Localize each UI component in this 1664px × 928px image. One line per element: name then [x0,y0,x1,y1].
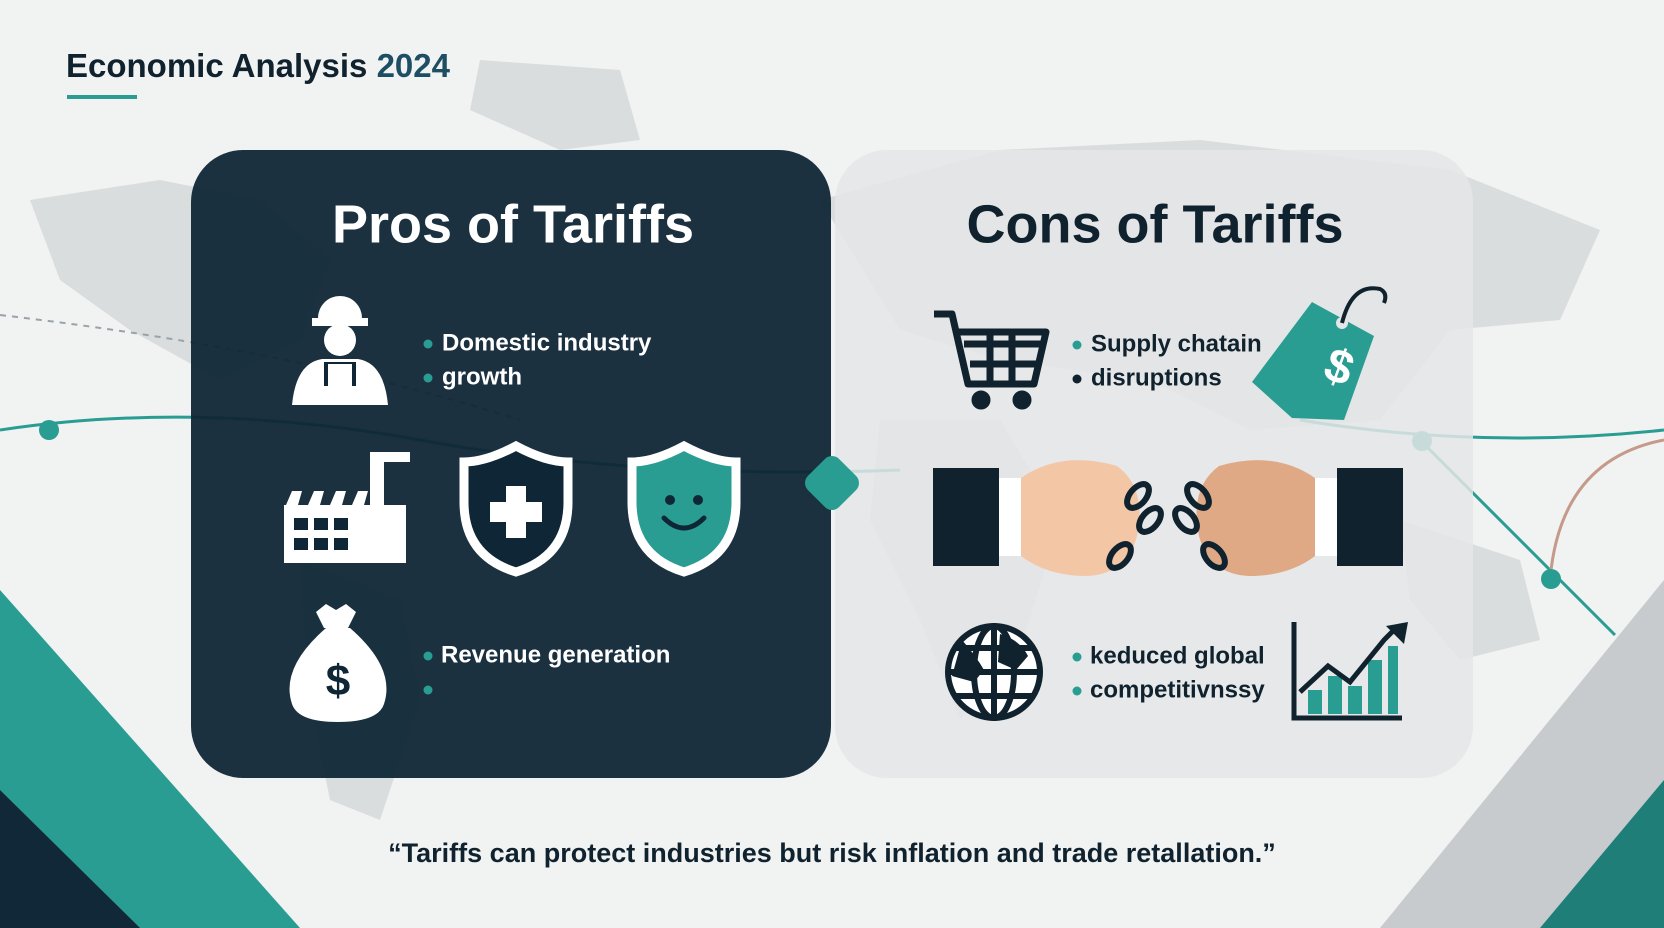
route-dot [1541,569,1561,589]
cons-item: keduced global [1090,642,1265,669]
cons-bullets [1072,340,1082,696]
route-line [1548,438,1664,581]
title-text: Economic Analysis [66,47,367,84]
broken-chain-hands-icon [933,460,1403,576]
pros-title: Pros of Tariffs [332,194,694,254]
cart-icon [934,310,1050,410]
pros-item: growth [442,363,522,390]
cons-item: competitivnssy [1090,676,1265,703]
corner-shape [1380,580,1664,928]
money-bag-icon: $ [289,604,387,722]
shield-plus-icon [459,440,573,577]
shield-smile-icon [627,440,741,577]
growth-chart-icon [1291,622,1408,721]
divider-diamond [805,456,859,510]
dollar-sign: $ [326,657,350,706]
corner-shape [0,790,140,928]
title-year: 2024 [377,47,451,84]
factory-icon [284,452,410,563]
cons-title: Cons of Tariffs [967,194,1344,254]
pros-item: Revenue generation [441,641,670,668]
worker-icon [292,296,388,405]
title-underline [67,95,137,99]
corner-shape [1540,780,1664,928]
cons-item: Supply chatain [1091,330,1262,357]
price-tag-icon: $ [1252,286,1388,420]
footer-quote: “Tariffs can protect industries but risk… [388,838,1276,868]
header-title: Economic Analysis 2024 [66,47,451,84]
corner-shape [0,590,300,928]
route-dot [39,420,59,440]
pros-item: Domestic industry [442,329,652,356]
globe-icon [945,623,1043,721]
cons-item: disruptions [1091,364,1222,391]
pros-bullets [423,339,433,695]
